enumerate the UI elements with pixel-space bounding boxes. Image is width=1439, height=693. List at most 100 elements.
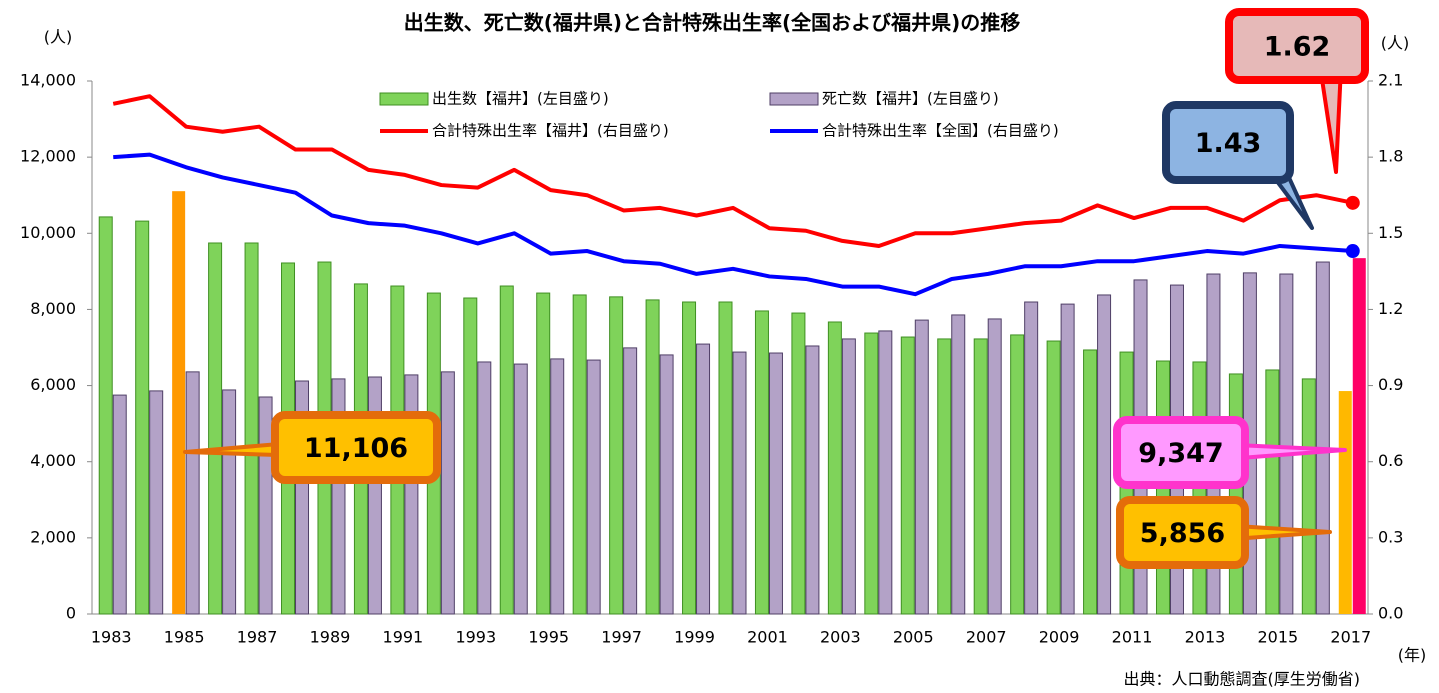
bar <box>1046 340 1061 615</box>
bar <box>864 332 879 615</box>
bar <box>1352 258 1366 614</box>
bar <box>645 299 660 615</box>
bar <box>609 296 624 615</box>
y2-axis-unit: (人) <box>1381 34 1410 53</box>
bar <box>937 338 952 615</box>
bar <box>682 301 697 615</box>
x-tick-label: 1999 <box>674 628 715 647</box>
callout-label: 9,347 <box>1138 438 1223 469</box>
bar <box>477 361 492 615</box>
bar <box>718 301 733 615</box>
callout-label: 5,856 <box>1140 518 1225 549</box>
bar <box>791 312 806 615</box>
y-tick-label: 10,000 <box>20 223 76 242</box>
bar <box>112 394 127 615</box>
y-tick-label: 12,000 <box>20 147 76 166</box>
x-tick-label: 2003 <box>820 628 861 647</box>
x-tick-label: 1985 <box>164 628 205 647</box>
bar <box>768 352 783 615</box>
bar <box>1228 373 1243 615</box>
bar <box>841 338 856 615</box>
bar <box>1315 261 1330 615</box>
y-axis-unit: (人) <box>44 28 73 47</box>
bar <box>973 338 988 615</box>
bar <box>1338 391 1352 614</box>
bar <box>572 294 587 615</box>
bar <box>172 191 186 614</box>
callout-label: 1.62 <box>1264 32 1331 63</box>
bar <box>550 358 565 615</box>
bar <box>1265 369 1280 615</box>
y-tick-label: 6,000 <box>30 375 76 394</box>
y-tick-label: 0 <box>66 604 76 623</box>
bar <box>586 359 601 615</box>
x-tick-label: 1991 <box>383 628 424 647</box>
bar <box>696 343 711 615</box>
x-tick-label: 2017 <box>1330 628 1371 647</box>
x-tick-label: 1989 <box>310 628 351 647</box>
point-marker <box>1345 195 1360 210</box>
x-tick-label: 2007 <box>966 628 1007 647</box>
x-tick-label: 2001 <box>747 628 788 647</box>
y-tick-label: 8,000 <box>30 299 76 318</box>
bar <box>1083 349 1098 615</box>
legend-label: 死亡数【福井】(左目盛り) <box>822 90 999 108</box>
y2-tick-label: 0.0 <box>1378 604 1403 623</box>
bar <box>1097 294 1112 615</box>
callout-box <box>1113 416 1249 489</box>
bar <box>258 396 273 615</box>
bar <box>513 363 528 615</box>
bar <box>208 242 223 615</box>
bar <box>1060 303 1075 615</box>
bar <box>135 220 150 615</box>
chart-title: 出生数、死亡数(福井県)と合計特殊出生率(全国および福井県)の推移 <box>404 11 1021 35</box>
callout-box <box>271 411 441 484</box>
bar <box>222 389 237 615</box>
x-tick-label: 1997 <box>601 628 642 647</box>
bar <box>185 371 200 615</box>
x-tick-label: 2013 <box>1185 628 1226 647</box>
bar <box>98 216 113 615</box>
legend-label: 合計特殊出生率【全国】(右目盛り) <box>822 122 1059 140</box>
bar <box>659 354 674 615</box>
bar <box>463 297 478 615</box>
y-tick-label: 14,000 <box>20 71 76 90</box>
line <box>113 152 1353 297</box>
y2-tick-label: 1.8 <box>1378 147 1403 166</box>
y2-tick-label: 0.3 <box>1378 527 1403 546</box>
x-tick-label: 1987 <box>237 628 278 647</box>
y-tick-label: 4,000 <box>30 451 76 470</box>
y2-tick-label: 1.5 <box>1378 223 1403 242</box>
line <box>112 94 1354 248</box>
bar <box>914 319 929 615</box>
y2-tick-label: 0.9 <box>1378 375 1403 394</box>
bar <box>536 292 551 615</box>
callout-label: 11,106 <box>304 433 408 464</box>
bar <box>878 330 893 615</box>
bar <box>623 347 638 615</box>
x-tick-label: 2005 <box>893 628 934 647</box>
legend-swatch <box>769 92 819 106</box>
x-tick-label: 2009 <box>1039 628 1080 647</box>
y2-tick-label: 0.6 <box>1378 451 1403 470</box>
x-tick-label: 2015 <box>1257 628 1298 647</box>
bar <box>900 336 915 615</box>
callout-box <box>1116 496 1249 569</box>
x-tick-label: 1993 <box>455 628 496 647</box>
bar <box>1024 301 1039 615</box>
bar <box>951 314 966 615</box>
bar <box>149 390 164 615</box>
y2-tick-label: 2.1 <box>1378 71 1403 90</box>
legend-label: 出生数【福井】(左目盛り) <box>432 90 609 108</box>
bar <box>732 351 747 615</box>
x-tick-label: 1983 <box>91 628 132 647</box>
x-axis-unit: (年) <box>1398 646 1427 665</box>
bar <box>805 345 820 615</box>
x-tick-label: 2011 <box>1112 628 1153 647</box>
callout-label: 1.43 <box>1195 128 1262 159</box>
bar <box>499 285 514 615</box>
bar <box>1279 273 1294 615</box>
bar <box>987 318 1002 615</box>
x-tick-label: 1995 <box>528 628 569 647</box>
